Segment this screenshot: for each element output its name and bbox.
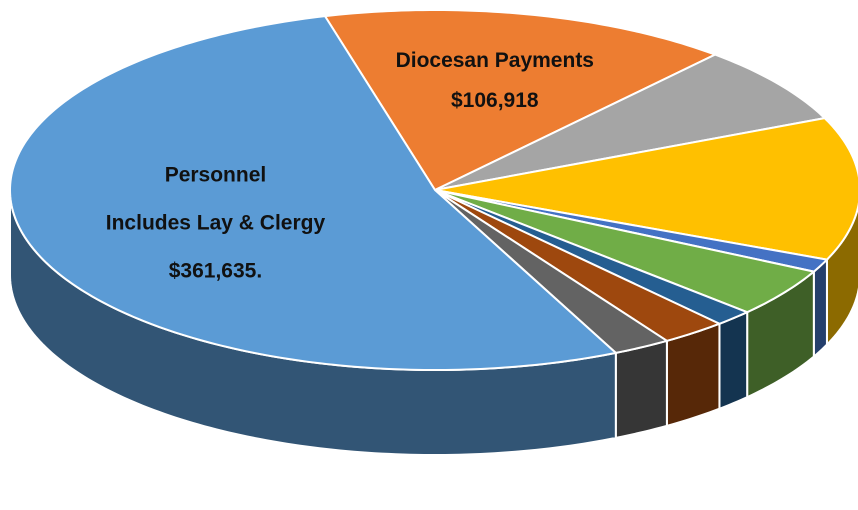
slice	[434, 189, 670, 354]
slice-label: $106,918	[451, 89, 539, 112]
slice	[434, 189, 817, 314]
slice	[434, 189, 722, 342]
slice-label: Diocesan Payments	[396, 49, 594, 72]
slice	[9, 15, 618, 371]
slice-side	[812, 257, 828, 359]
slice-side	[614, 339, 668, 440]
slice-label: Includes Lay & Clergy	[106, 212, 326, 235]
slice	[434, 189, 750, 325]
slice-label: $361,635.	[169, 260, 262, 283]
slice-side	[718, 310, 749, 411]
slice	[434, 53, 827, 191]
slice-label: Personnel	[165, 164, 267, 187]
slice	[323, 9, 718, 192]
slice	[434, 117, 858, 261]
